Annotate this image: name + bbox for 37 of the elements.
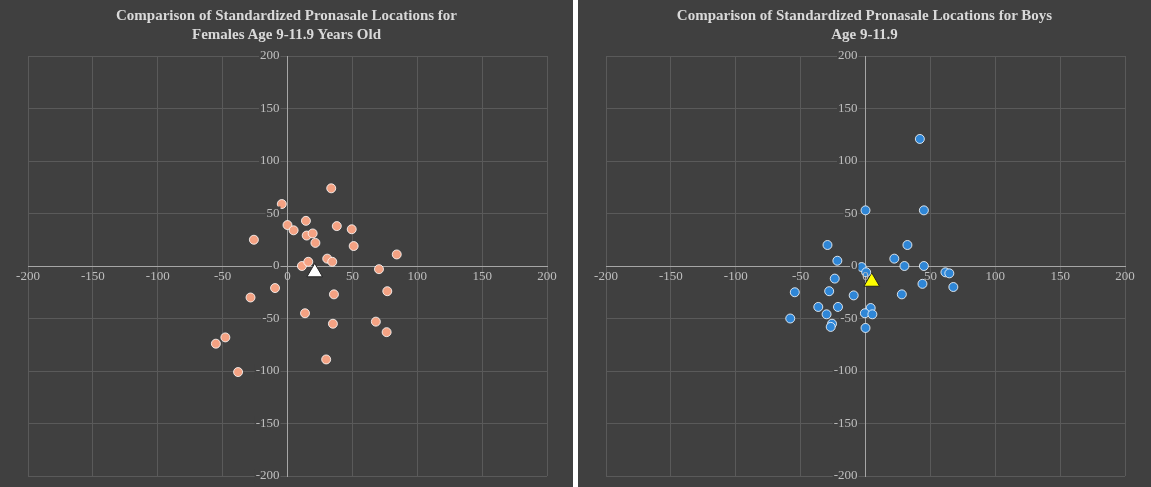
x-tick-label: 100 — [407, 267, 427, 283]
y-tick-label: 50 — [844, 204, 858, 220]
y-tick-label: 50 — [266, 204, 280, 220]
y-tick-label: -200 — [833, 467, 858, 483]
x-tick-label: 200 — [1115, 267, 1135, 283]
y-tick-label: -100 — [255, 362, 280, 378]
x-tick-label: 0 — [862, 267, 869, 283]
x-tick-label: -150 — [80, 267, 105, 283]
x-tick-label: -50 — [791, 267, 810, 283]
y-tick-label: -50 — [840, 309, 858, 325]
y-tick-label: -200 — [255, 467, 280, 483]
x-tick-label: 200 — [537, 267, 557, 283]
x-tick-label: -100 — [723, 267, 748, 283]
x-tick-label: -200 — [594, 267, 618, 283]
y-tick-label: 150 — [260, 99, 280, 115]
x-tick-label: 150 — [1050, 267, 1070, 283]
y-tick-label: -150 — [255, 414, 280, 430]
y-tick-label: 100 — [260, 152, 280, 168]
x-tick-label: -200 — [16, 267, 40, 283]
y-tick-label: 0 — [851, 257, 858, 273]
x-tick-label: -150 — [658, 267, 683, 283]
y-tick-label: -100 — [833, 362, 858, 378]
x-tick-label: -100 — [145, 267, 170, 283]
x-tick-label: -50 — [213, 267, 232, 283]
y-tick-label: 100 — [838, 152, 858, 168]
y-tick-label: 150 — [838, 99, 858, 115]
y-tick-label: -50 — [262, 309, 280, 325]
x-tick-label: 100 — [985, 267, 1005, 283]
x-tick-label: 50 — [345, 267, 359, 283]
y-tick-label: -150 — [833, 414, 858, 430]
y-tick-label: 200 — [260, 47, 280, 63]
x-tick-label: 150 — [472, 267, 492, 283]
y-tick-label: 200 — [838, 47, 858, 63]
chart-title: Comparison of Standardized Pronasale Locations for Boys Age 9-11.9 — [675, 6, 1054, 44]
y-tick-label: 0 — [273, 257, 280, 273]
x-tick-label: 50 — [923, 267, 937, 283]
chart-title: Comparison of Standardized Pronasale Locations for Females Age 9-11.9 Years Old — [115, 6, 458, 44]
